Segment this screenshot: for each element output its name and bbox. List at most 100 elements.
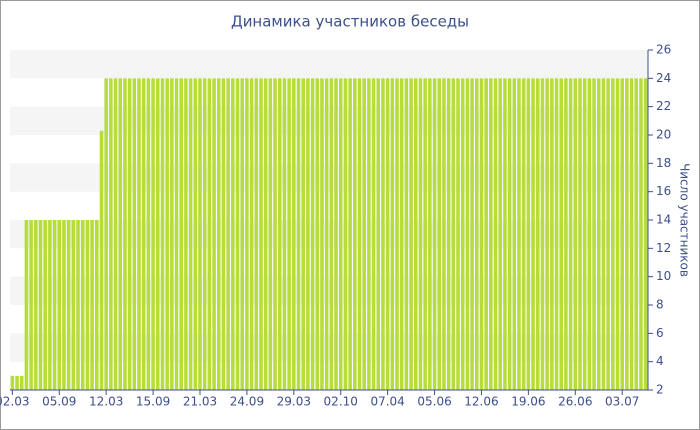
bar [324, 78, 329, 390]
x-tick-label: 15.09 [136, 395, 170, 409]
bar [545, 78, 549, 390]
bar [57, 220, 62, 390]
bar [596, 78, 601, 390]
bar [263, 78, 268, 390]
bar [540, 78, 545, 390]
bar [456, 78, 460, 390]
x-tick-label: 19.06 [511, 395, 545, 409]
bar [531, 78, 535, 390]
y-tick-label: 6 [656, 326, 664, 340]
bar [564, 78, 568, 390]
y-tick-label: 24 [656, 71, 671, 85]
bar [310, 78, 315, 390]
bar [277, 78, 282, 390]
bar [76, 220, 80, 390]
y-tick-label: 2 [656, 383, 664, 397]
x-tick-label: 03.07 [605, 395, 639, 409]
bar [479, 78, 484, 390]
y-tick-label: 22 [656, 99, 671, 113]
bar [592, 78, 596, 390]
bar [512, 78, 517, 390]
bar [442, 78, 446, 390]
bar [348, 78, 352, 390]
bar [423, 78, 427, 390]
bar [428, 78, 432, 390]
y-tick-label: 18 [656, 156, 671, 170]
bar [629, 78, 634, 390]
bar [489, 78, 493, 390]
bar [573, 78, 578, 390]
bar [634, 78, 639, 390]
bar [155, 78, 160, 390]
bar [554, 78, 559, 390]
x-tick-label: 02.03 [0, 395, 30, 409]
bar [465, 78, 470, 390]
bar [109, 78, 113, 390]
bar [29, 220, 33, 390]
bar [174, 78, 179, 390]
bar [521, 78, 526, 390]
y-tick-label: 4 [656, 354, 664, 368]
bar [15, 375, 19, 390]
bar [170, 78, 174, 390]
bar [151, 78, 155, 390]
x-tick-label: 12.06 [464, 395, 498, 409]
bar [493, 78, 498, 390]
bar [451, 78, 456, 390]
bar [446, 78, 451, 390]
bar [474, 78, 479, 390]
bar [146, 78, 151, 390]
bar [315, 78, 320, 390]
bar [118, 78, 123, 390]
bar [240, 78, 244, 390]
bar [559, 78, 563, 390]
bar [235, 78, 240, 390]
bar [160, 78, 165, 390]
bar [498, 78, 503, 390]
bar [48, 220, 52, 390]
bar [132, 78, 137, 390]
chart-title: Динамика участников беседы [231, 13, 469, 31]
bar [503, 78, 507, 390]
bar [34, 220, 38, 390]
bar [418, 78, 423, 390]
bar [357, 78, 362, 390]
x-tick-label: 02.10 [324, 395, 358, 409]
x-tick-label: 12.03 [89, 395, 123, 409]
bar [99, 130, 104, 390]
bar [259, 78, 263, 390]
bar [62, 220, 66, 390]
bar [367, 78, 371, 390]
bar [620, 78, 624, 390]
bar [329, 78, 334, 390]
bar [432, 78, 437, 390]
bar [535, 78, 540, 390]
bar [381, 78, 385, 390]
bar [334, 78, 338, 390]
bar [188, 78, 193, 390]
bar [202, 78, 207, 390]
bar [343, 78, 348, 390]
bar [207, 78, 212, 390]
bar [582, 78, 587, 390]
bar [338, 78, 343, 390]
y-tick-label: 12 [656, 241, 671, 255]
bar [320, 78, 324, 390]
bar [606, 78, 610, 390]
x-tick-label: 24.09 [230, 395, 264, 409]
bar [409, 78, 413, 390]
bar [615, 78, 620, 390]
bar [292, 78, 296, 390]
bar [245, 78, 249, 390]
bar [95, 220, 99, 390]
bar [639, 78, 643, 390]
y-tick-label: 26 [656, 43, 671, 57]
bar [104, 78, 108, 390]
bar [127, 78, 132, 390]
bar [221, 78, 226, 390]
bar [399, 78, 404, 390]
bar [90, 220, 94, 390]
bar [484, 78, 488, 390]
bar [43, 220, 47, 390]
